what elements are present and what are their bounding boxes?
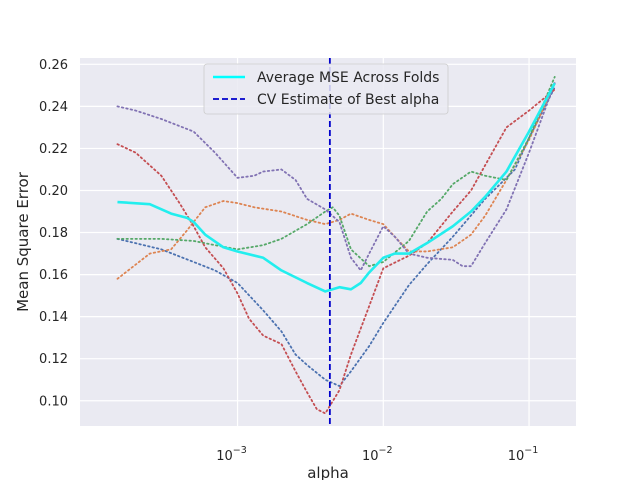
x-tick-label: 10−3 (216, 445, 247, 464)
y-axis-label: Mean Square Error (14, 171, 32, 312)
plot-area (116, 58, 556, 426)
average-mse-line (117, 82, 556, 293)
legend-box (203, 63, 449, 115)
fold-series-line-4 (116, 88, 556, 415)
y-tick-label: 0.14 (39, 310, 68, 325)
x-axis-label: alpha (307, 464, 349, 480)
x-tick-label: 10−2 (362, 445, 393, 464)
legend: Average MSE Across Folds CV Estimate of … (203, 63, 449, 115)
fold-series-line-1 (116, 86, 556, 388)
y-tick-label: 0.10 (39, 394, 68, 409)
y-tick-labels: 0.10 0.12 0.14 0.16 0.18 0.20 0.22 0.24 0.26 (39, 58, 68, 409)
x-tick-labels: 10−3 10−2 10−1 (216, 445, 538, 464)
x-tick-label: 10−1 (508, 445, 539, 464)
y-tick-label: 0.18 (39, 226, 68, 241)
y-tick-label: 0.12 (39, 352, 68, 367)
average-series-group (117, 82, 556, 293)
fold-series-line-5 (116, 82, 556, 273)
grid-lines (80, 58, 576, 426)
y-tick-label: 0.26 (39, 58, 68, 73)
y-tick-label: 0.20 (39, 184, 68, 199)
y-tick-label: 0.16 (39, 268, 68, 283)
fold-series-line-2 (116, 82, 556, 280)
y-tick-label: 0.22 (39, 142, 68, 157)
legend-label-best-alpha: CV Estimate of Best alpha (257, 92, 439, 108)
legend-label-average: Average MSE Across Folds (257, 70, 439, 86)
y-tick-label: 0.24 (39, 100, 68, 115)
